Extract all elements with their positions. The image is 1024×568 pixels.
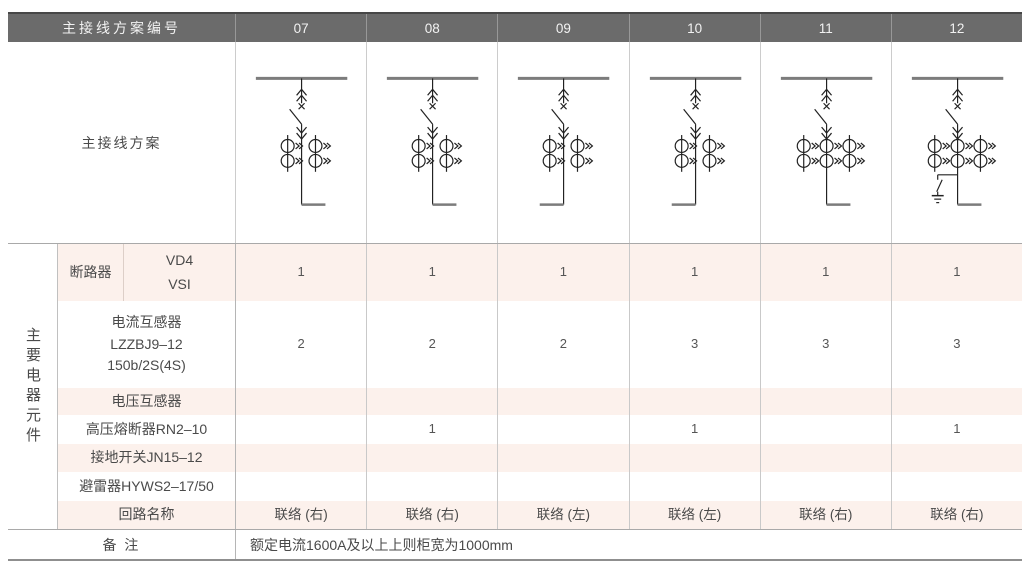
- value-circuit-name-scheme-10: 联络 (左): [628, 501, 760, 529]
- component-sublabel-circuit-breaker: VD4 VSI: [123, 244, 235, 301]
- header-scheme-number-12: 12: [890, 14, 1022, 42]
- value-current-transformer-scheme-07: 2: [235, 301, 367, 388]
- value-surge-arrester-scheme-10: [628, 472, 760, 501]
- component-label-voltage-transformer: 电压互感器: [58, 388, 235, 415]
- value-current-transformer-scheme-09: 2: [497, 301, 629, 388]
- value-voltage-transformer-scheme-09: [497, 388, 629, 415]
- header-title: 主接线方案编号: [62, 20, 181, 36]
- components-grid: 主要电器元件 断路器 VD4 VSI 1 1 1 1 1 1 电流互感器 LZZBJ9–12 1…: [8, 243, 1022, 529]
- wiring-diagram-scheme-08: [366, 42, 497, 243]
- wiring-diagram-scheme-10: [628, 42, 760, 243]
- component-label-hv-fuse: 高压熔断器RN2–10: [58, 415, 235, 444]
- component-label-surge-arrester: 避雷器HYWS2–17/50: [58, 472, 235, 501]
- value-circuit-breaker-scheme-11: 1: [759, 244, 891, 301]
- header-scheme-number-11: 11: [759, 14, 891, 42]
- value-hv-fuse-scheme-09: [497, 415, 629, 444]
- diagram-row-label: 主接线方案: [81, 134, 162, 151]
- header-scheme-number-08: 08: [366, 14, 497, 42]
- table-header-row: 主接线方案编号 07 08 09 10 11 12: [8, 12, 1022, 42]
- value-current-transformer-scheme-11: 3: [759, 301, 891, 388]
- value-surge-arrester-scheme-08: [366, 472, 498, 501]
- value-voltage-transformer-scheme-07: [235, 388, 367, 415]
- remark-label: 备 注: [102, 536, 141, 553]
- value-earthing-switch-scheme-12: [890, 444, 1022, 472]
- header-scheme-number-09: 09: [497, 14, 628, 42]
- components-group-cell: 主要电器元件: [8, 244, 58, 529]
- header-scheme-number-10: 10: [628, 14, 760, 42]
- value-hv-fuse-scheme-10: 1: [628, 415, 760, 444]
- value-current-transformer-scheme-10: 3: [628, 301, 760, 388]
- value-surge-arrester-scheme-12: [890, 472, 1022, 501]
- value-hv-fuse-scheme-08: 1: [366, 415, 498, 444]
- component-label-current-transformer: 电流互感器 LZZBJ9–12 150b/2S(4S): [58, 301, 235, 388]
- value-voltage-transformer-scheme-08: [366, 388, 498, 415]
- value-hv-fuse-scheme-07: [235, 415, 367, 444]
- value-voltage-transformer-scheme-11: [759, 388, 891, 415]
- header-scheme-number-07: 07: [235, 14, 366, 42]
- remark-text: 额定电流1600A及以上上则柜宽为1000mm: [235, 530, 1022, 559]
- value-earthing-switch-scheme-11: [759, 444, 891, 472]
- scheme-table: 主接线方案编号 07 08 09 10 11 12 主接线方案 主要电器元件 断路器 VD4…: [8, 12, 1022, 561]
- value-earthing-switch-scheme-08: [366, 444, 498, 472]
- value-circuit-breaker-scheme-09: 1: [497, 244, 629, 301]
- wiring-diagram-scheme-07: [235, 42, 366, 243]
- value-circuit-name-scheme-11: 联络 (右): [759, 501, 891, 529]
- wiring-diagram-scheme-11: [759, 42, 891, 243]
- components-group-label: 主要电器元件: [24, 326, 41, 447]
- remark-row: 备 注 额定电流1600A及以上上则柜宽为1000mm: [8, 529, 1022, 561]
- value-circuit-name-scheme-12: 联络 (右): [890, 501, 1022, 529]
- value-circuit-breaker-scheme-07: 1: [235, 244, 367, 301]
- value-hv-fuse-scheme-11: [759, 415, 891, 444]
- value-voltage-transformer-scheme-12: [890, 388, 1022, 415]
- value-voltage-transformer-scheme-10: [628, 388, 760, 415]
- value-circuit-breaker-scheme-10: 1: [628, 244, 760, 301]
- value-circuit-breaker-scheme-08: 1: [366, 244, 498, 301]
- component-label-circuit-breaker: 断路器: [58, 244, 123, 301]
- wiring-diagram-scheme-09: [497, 42, 628, 243]
- diagram-row: 主接线方案: [8, 42, 1022, 243]
- value-hv-fuse-scheme-12: 1: [890, 415, 1022, 444]
- value-circuit-name-scheme-07: 联络 (右): [235, 501, 367, 529]
- value-current-transformer-scheme-12: 3: [890, 301, 1022, 388]
- value-circuit-breaker-scheme-12: 1: [890, 244, 1022, 301]
- value-circuit-name-scheme-08: 联络 (右): [366, 501, 498, 529]
- value-earthing-switch-scheme-09: [497, 444, 629, 472]
- component-label-circuit-name: 回路名称: [58, 501, 235, 529]
- value-surge-arrester-scheme-09: [497, 472, 629, 501]
- wiring-diagram-scheme-12: [890, 42, 1022, 243]
- value-surge-arrester-scheme-11: [759, 472, 891, 501]
- value-earthing-switch-scheme-07: [235, 444, 367, 472]
- component-label-earthing-switch: 接地开关JN15–12: [58, 444, 235, 472]
- value-current-transformer-scheme-08: 2: [366, 301, 498, 388]
- value-circuit-name-scheme-09: 联络 (左): [497, 501, 629, 529]
- value-earthing-switch-scheme-10: [628, 444, 760, 472]
- value-surge-arrester-scheme-07: [235, 472, 367, 501]
